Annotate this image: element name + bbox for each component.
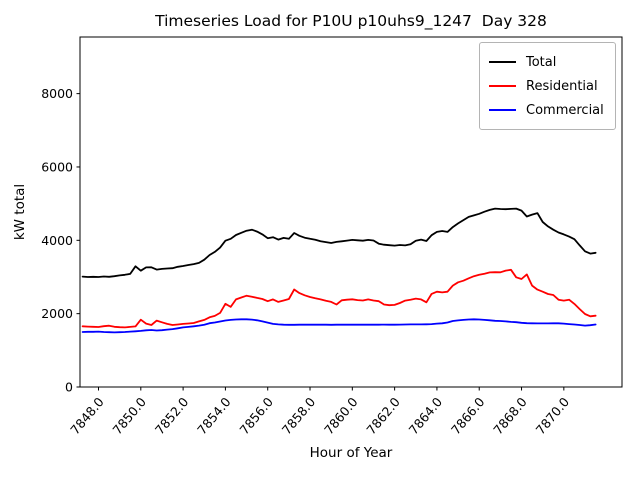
x-tick-label: 7850.0: [109, 394, 149, 437]
axes-spines: [79, 36, 623, 388]
series-line-commercial: [81, 318, 597, 334]
y-tick-label: 6000: [41, 159, 73, 174]
legend-line-sample-total: [489, 61, 516, 63]
y-axis-label: kW total: [12, 184, 28, 240]
x-tick-label: 7854.0: [194, 394, 234, 437]
series-line-total: [81, 207, 597, 278]
x-tick-label: 7870.0: [533, 394, 573, 437]
x-tick-label: 7864.0: [406, 394, 446, 437]
y-tick-label: 4000: [41, 233, 73, 248]
legend-entry-commercial: Commercial: [489, 98, 607, 122]
x-tick-label: 7856.0: [236, 394, 276, 437]
x-axis-label: Hour of Year: [310, 445, 393, 461]
axis-ticks: [76, 93, 565, 391]
y-tick-label: 8000: [41, 86, 73, 101]
legend-label-total: Total: [526, 54, 557, 70]
series-line-residential: [81, 268, 597, 329]
y-tick-label: 2000: [41, 306, 73, 321]
legend-entry-total: Total: [489, 50, 607, 74]
legend-entry-residential: Residential: [489, 74, 607, 98]
x-tick-label: 7868.0: [490, 394, 530, 437]
x-tick-label: 7858.0: [279, 394, 319, 437]
legend-label-residential: Residential: [526, 78, 598, 94]
x-tick-label: 7852.0: [152, 394, 192, 437]
chart-title: Timeseries Load for P10U p10uhs9_1247 Da…: [154, 12, 547, 31]
x-tick-label: 7862.0: [363, 394, 403, 437]
x-tick-label: 7848.0: [67, 394, 107, 437]
x-tick-label: 7860.0: [321, 394, 361, 437]
x-tick-label: 7866.0: [448, 394, 488, 437]
legend-label-commercial: Commercial: [526, 102, 604, 118]
legend-line-sample-residential: [489, 85, 516, 87]
legend-line-sample-commercial: [489, 109, 516, 111]
legend: Total Residential Commercial: [479, 42, 616, 130]
series-lines: [81, 207, 597, 334]
y-tick-label: 0: [65, 380, 73, 395]
